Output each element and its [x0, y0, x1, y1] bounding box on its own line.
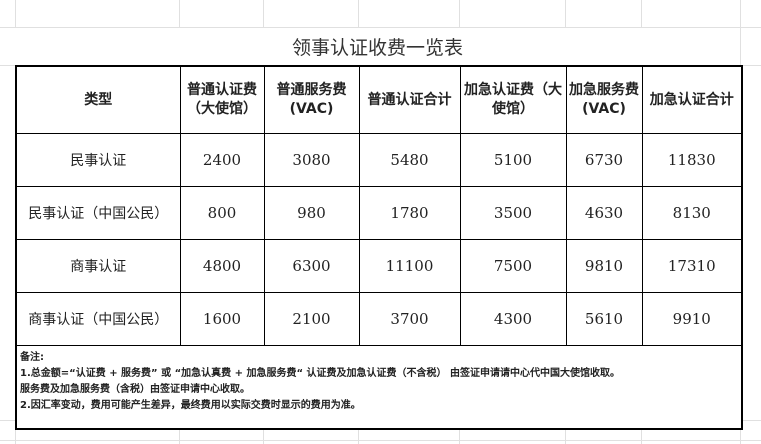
cell: 2100 — [263, 292, 360, 346]
header-normal-total: 普通认证合计 — [358, 65, 461, 134]
cell: 800 — [179, 186, 265, 240]
table-row: 商事认证 4800 6300 11100 7500 9810 17310 — [15, 239, 743, 293]
cell: 4630 — [565, 186, 643, 240]
fee-table: 类型 普通认证费（大使馆） 普通服务费 (VAC) 普通认证合计 加急认证费（大… — [15, 65, 743, 430]
cell: 6300 — [263, 239, 360, 293]
row-type: 民事认证 — [15, 133, 181, 187]
cell: 3080 — [263, 133, 360, 187]
cell: 4800 — [179, 239, 265, 293]
cell: 3700 — [358, 292, 461, 346]
cell: 7500 — [459, 239, 567, 293]
table-row: 商事认证（中国公民） 1600 2100 3700 4300 5610 9910 — [15, 292, 743, 346]
cell: 9810 — [565, 239, 643, 293]
cell: 4300 — [459, 292, 567, 346]
notes-line-3: 2.因汇率变动，费用可能产生差异，最终费用以实际交费时显示的费用为准。 — [20, 400, 361, 411]
cell: 5610 — [565, 292, 643, 346]
cell: 11100 — [358, 239, 461, 293]
header-urgent-cert-fee: 加急认证费（大使馆） — [459, 65, 567, 134]
header-urgent-total: 加急认证合计 — [641, 65, 743, 134]
cell: 17310 — [641, 239, 743, 293]
cell: 980 — [263, 186, 360, 240]
row-type: 民事认证（中国公民） — [15, 186, 181, 240]
header-row: 类型 普通认证费（大使馆） 普通服务费 (VAC) 普通认证合计 加急认证费（大… — [15, 65, 743, 134]
notes: 备注: 1.总金额=“认证费 + 服务费” 或 “加急认真费 + 加急服务费“ … — [15, 345, 743, 430]
row-type: 商事认证 — [15, 239, 181, 293]
cell: 5480 — [358, 133, 461, 187]
cell: 1600 — [179, 292, 265, 346]
cell: 3500 — [459, 186, 567, 240]
notes-row: 备注: 1.总金额=“认证费 + 服务费” 或 “加急认真费 + 加急服务费“ … — [15, 345, 743, 430]
header-urgent-service-fee: 加急服务费 (VAC) — [565, 65, 643, 134]
cell: 9910 — [641, 292, 743, 346]
row-type: 商事认证（中国公民） — [15, 292, 181, 346]
notes-label: 备注: — [20, 352, 44, 363]
header-normal-service-fee: 普通服务费 (VAC) — [263, 65, 360, 134]
table-row: 民事认证（中国公民） 800 980 1780 3500 4630 8130 — [15, 186, 743, 240]
cell: 8130 — [641, 186, 743, 240]
cell: 2400 — [179, 133, 265, 187]
header-type: 类型 — [15, 65, 181, 134]
cell: 1780 — [358, 186, 461, 240]
cell: 5100 — [459, 133, 567, 187]
notes-line-1: 1.总金额=“认证费 + 服务费” 或 “加急认真费 + 加急服务费“ 认证费及… — [20, 368, 621, 379]
notes-line-2: 服务费及加急服务费（含税）由签证申请中心收取。 — [20, 384, 250, 395]
page-title: 领事认证收费一览表 — [15, 28, 740, 65]
header-normal-cert-fee: 普通认证费（大使馆） — [179, 65, 265, 134]
table-row: 民事认证 2400 3080 5480 5100 6730 11830 — [15, 133, 743, 187]
cell: 11830 — [641, 133, 743, 187]
cell: 6730 — [565, 133, 643, 187]
